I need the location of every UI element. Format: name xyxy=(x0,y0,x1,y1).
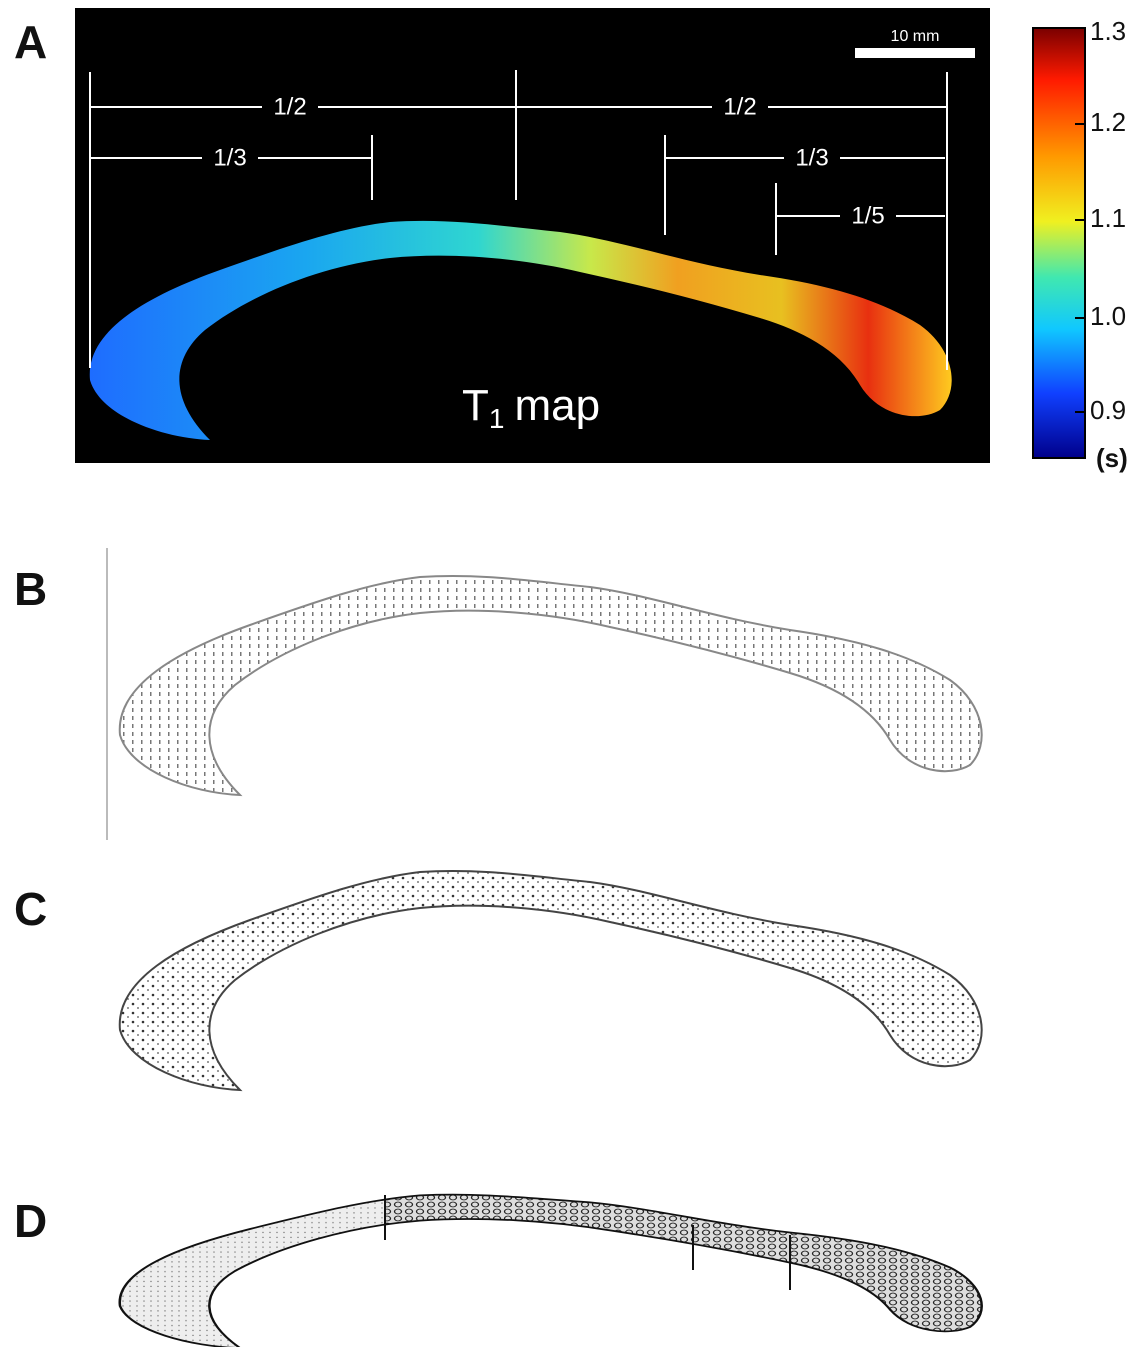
colorbar-tick-label: 1.3 xyxy=(1090,16,1126,46)
colorbar-unit: (s) xyxy=(1096,443,1128,473)
segment-label: 1/2 xyxy=(273,93,306,120)
colorbar-tick-label: 1.2 xyxy=(1090,107,1126,137)
histology-shape xyxy=(118,869,983,1091)
fiber-shape-dense xyxy=(385,1194,982,1347)
map-title-symbol: T xyxy=(462,381,489,430)
histology-shape xyxy=(118,574,983,796)
map-title-subscript: 1 xyxy=(489,403,505,434)
panel-label: B xyxy=(14,563,47,615)
scale-bar-label: 10 mm xyxy=(891,28,940,45)
segment-lines xyxy=(89,70,948,370)
segment-label: 1/3 xyxy=(795,144,828,171)
segment-label: 1/2 xyxy=(723,93,756,120)
panel-label: D xyxy=(14,1195,47,1247)
fiber-diagram-dense xyxy=(385,1194,982,1347)
segment-label: 1/5 xyxy=(851,202,884,229)
segment-label: 1/3 xyxy=(213,144,246,171)
colorbar-tick-label: 1.1 xyxy=(1090,203,1126,233)
region-dividers xyxy=(384,1195,791,1290)
map-title: T1 map xyxy=(462,381,600,434)
colorbar-tick-label: 1.0 xyxy=(1090,301,1126,331)
panel-label: A xyxy=(14,16,47,68)
scale-bar xyxy=(855,48,975,58)
map-title-rest: map xyxy=(514,381,600,430)
colorbar-ticks xyxy=(1075,123,1085,413)
panel-label: C xyxy=(14,883,47,935)
colorbar xyxy=(1032,27,1086,459)
colorbar-tick-label: 0.9 xyxy=(1090,395,1126,425)
